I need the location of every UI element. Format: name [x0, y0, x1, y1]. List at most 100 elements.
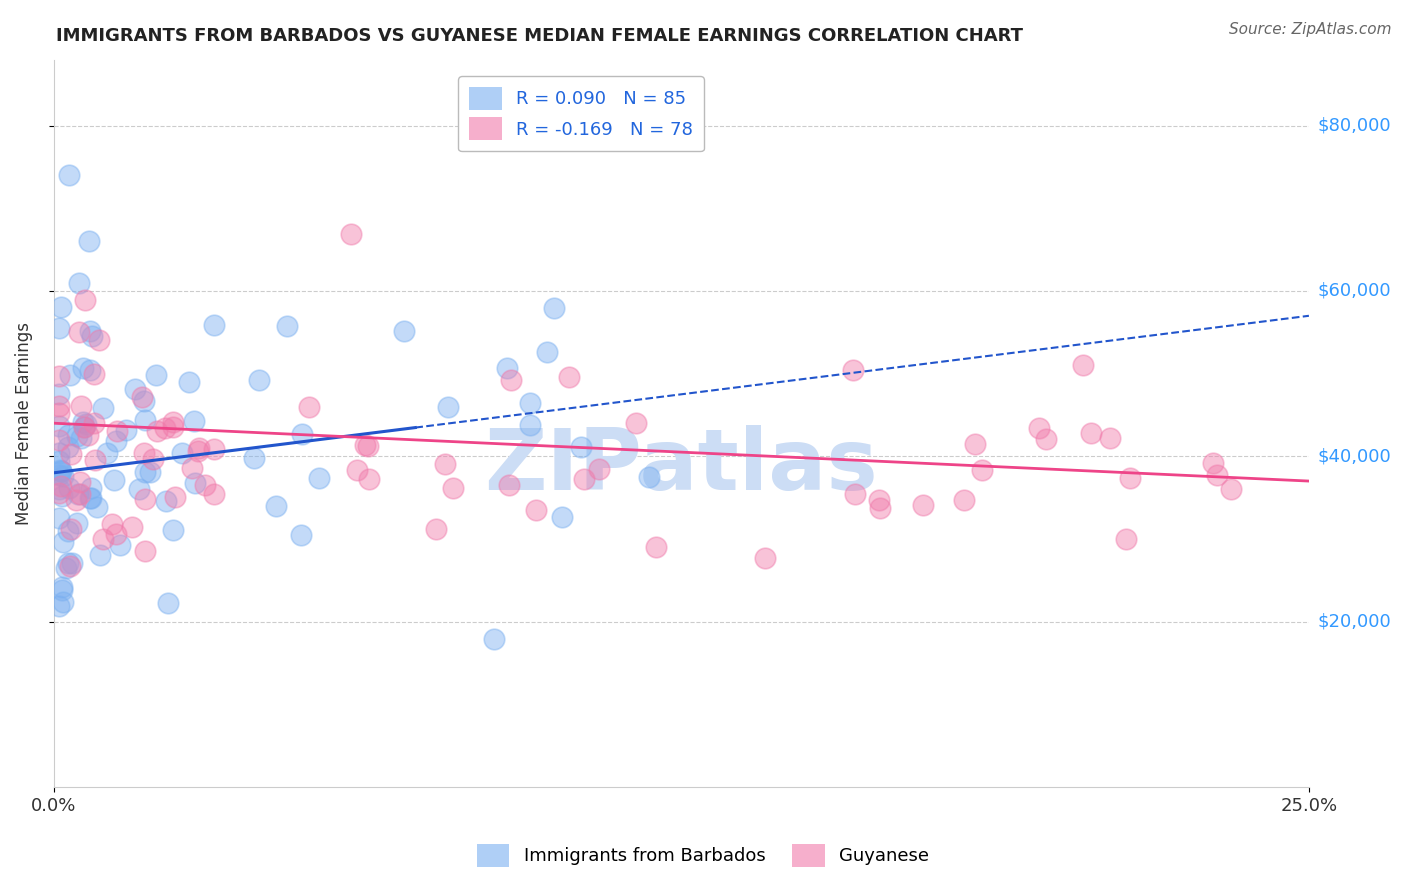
- Point: [308, 471, 330, 485]
- Point: [953, 493, 976, 508]
- Point: [139, 465, 162, 479]
- Point: [536, 345, 558, 359]
- Point: [76, 428, 98, 442]
- Point: [128, 483, 150, 497]
- Point: [79, 491, 101, 505]
- Point: [290, 528, 312, 542]
- Point: [121, 520, 143, 534]
- Point: [69, 475, 91, 489]
- Point: [48, 468, 70, 483]
- Text: Source: ZipAtlas.com: Source: ZipAtlas.com: [1229, 22, 1392, 37]
- Point: [1028, 421, 1050, 435]
- Point: [134, 413, 156, 427]
- Point: [291, 427, 314, 442]
- Text: $60,000: $60,000: [1317, 282, 1391, 300]
- Point: [89, 333, 111, 347]
- Point: [51, 300, 73, 314]
- Point: [105, 424, 128, 438]
- Point: [1035, 433, 1057, 447]
- Point: [56, 556, 79, 570]
- Point: [58, 481, 80, 495]
- Point: [134, 393, 156, 408]
- Point: [73, 293, 96, 307]
- Point: [70, 431, 93, 445]
- Point: [51, 580, 73, 594]
- Point: [83, 367, 105, 381]
- Point: [1115, 533, 1137, 547]
- Point: [48, 400, 70, 414]
- Point: [869, 500, 891, 515]
- Point: [638, 470, 661, 484]
- Point: [49, 479, 72, 493]
- Point: [202, 442, 225, 456]
- Point: [48, 387, 70, 401]
- Point: [965, 437, 987, 451]
- Point: [484, 632, 506, 646]
- Point: [499, 373, 522, 387]
- Point: [298, 400, 321, 414]
- Point: [59, 368, 82, 383]
- Point: [103, 473, 125, 487]
- Point: [67, 276, 90, 290]
- Point: [842, 363, 865, 377]
- Point: [66, 429, 89, 443]
- Point: [75, 417, 97, 431]
- Point: [48, 446, 70, 460]
- Point: [65, 516, 87, 530]
- Point: [72, 361, 94, 376]
- Point: [96, 446, 118, 460]
- Point: [86, 500, 108, 514]
- Point: [105, 527, 128, 541]
- Point: [433, 457, 456, 471]
- Point: [180, 461, 202, 475]
- Point: [1220, 482, 1243, 496]
- Point: [524, 502, 547, 516]
- Point: [79, 363, 101, 377]
- Point: [48, 486, 70, 500]
- Point: [131, 390, 153, 404]
- Point: [80, 329, 103, 343]
- Point: [79, 325, 101, 339]
- Point: [754, 551, 776, 566]
- Point: [80, 491, 103, 505]
- Point: [1202, 456, 1225, 470]
- Text: ZIPatlas: ZIPatlas: [485, 425, 879, 508]
- Point: [243, 451, 266, 466]
- Point: [645, 540, 668, 554]
- Point: [48, 511, 70, 525]
- Point: [340, 227, 363, 241]
- Point: [89, 548, 111, 562]
- Point: [202, 318, 225, 332]
- Point: [495, 361, 517, 376]
- Point: [157, 596, 180, 610]
- Point: [425, 522, 447, 536]
- Point: [557, 370, 579, 384]
- Point: [77, 235, 100, 249]
- Point: [1080, 425, 1102, 440]
- Legend: Immigrants from Barbados, Guyanese: Immigrants from Barbados, Guyanese: [470, 837, 936, 874]
- Point: [204, 487, 226, 501]
- Point: [49, 463, 72, 477]
- Point: [162, 523, 184, 537]
- Point: [624, 417, 647, 431]
- Point: [1205, 468, 1227, 483]
- Point: [72, 415, 94, 429]
- Point: [73, 420, 96, 434]
- Point: [48, 454, 70, 468]
- Point: [83, 416, 105, 430]
- Point: [59, 558, 82, 573]
- Point: [52, 535, 75, 549]
- Text: $80,000: $80,000: [1317, 117, 1391, 135]
- Point: [69, 486, 91, 500]
- Point: [58, 524, 80, 539]
- Point: [91, 532, 114, 546]
- Point: [437, 401, 460, 415]
- Point: [73, 419, 96, 434]
- Point: [183, 475, 205, 490]
- Point: [550, 510, 572, 524]
- Text: $40,000: $40,000: [1317, 447, 1391, 466]
- Point: [844, 486, 866, 500]
- Point: [108, 538, 131, 552]
- Point: [868, 492, 890, 507]
- Point: [56, 440, 79, 454]
